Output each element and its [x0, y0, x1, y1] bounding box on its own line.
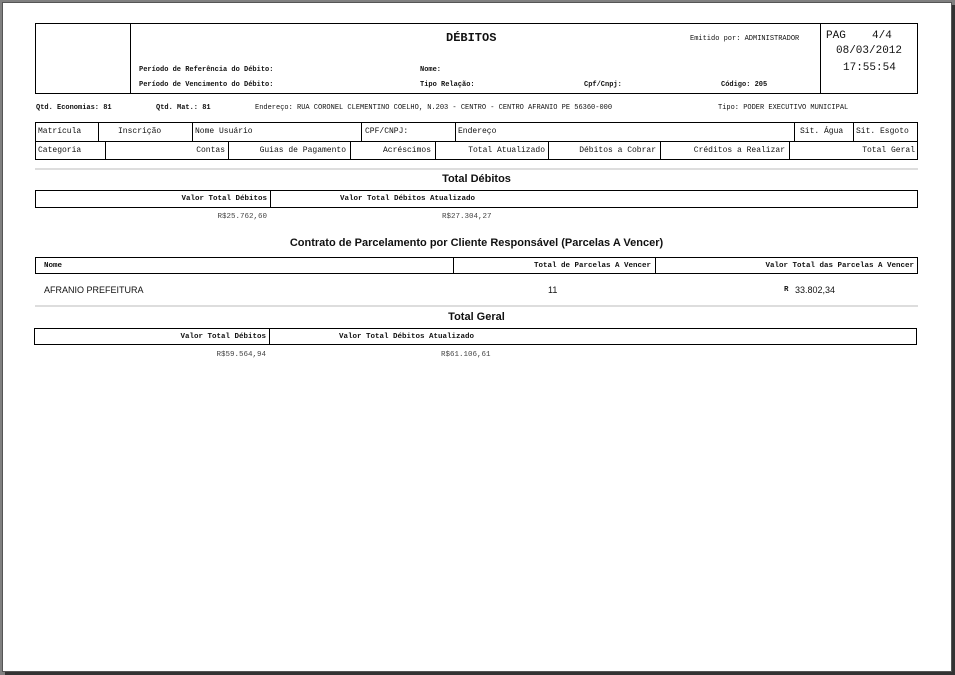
- divider: [270, 190, 271, 208]
- total-parcelas: 11: [548, 285, 558, 295]
- col-debitos-cobrar: Débitos a Cobrar: [579, 146, 656, 155]
- contrato-title: Contrato de Parcelamento por Cliente Res…: [289, 237, 664, 249]
- total-geral-title: Total Geral: [448, 311, 505, 323]
- report-date: 08/03/2012: [836, 45, 903, 57]
- geral-valor-atualizado-label: Valor Total Débitos Atualizado: [339, 333, 475, 341]
- col-valor-parcelas: Valor Total das Parcelas A Vencer: [765, 262, 914, 270]
- total-geral-header: [34, 328, 917, 345]
- tipo: Tipo: PODER EXECUTIVO MUNICIPAL: [718, 104, 849, 112]
- col-creditos-realizar: Créditos a Realizar: [693, 146, 785, 155]
- divider: [228, 141, 229, 160]
- col-endereco: Endereço: [458, 127, 497, 136]
- geral-valor-total: R$59.564,94: [216, 351, 266, 359]
- page-label: PAG: [826, 30, 846, 42]
- divider: [435, 141, 436, 160]
- divider: [98, 122, 99, 141]
- currency-symbol: R: [784, 286, 789, 294]
- col-nome: Nome: [44, 262, 63, 270]
- divider: [269, 328, 270, 345]
- col-inscricao: Inscrição: [118, 127, 162, 136]
- qtd-mat: Qtd. Mat.: 81: [156, 104, 211, 112]
- valor-total-debitos: R$25.762,60: [217, 213, 267, 221]
- logo: [40, 28, 125, 88]
- address: Endereço: RUA CORONEL CLEMENTINO COELHO,…: [255, 104, 613, 112]
- divider: [35, 141, 918, 142]
- page-number: 4/4: [872, 30, 892, 42]
- valor-atualizado-label: Valor Total Débitos Atualizado: [340, 195, 476, 203]
- divider: [820, 23, 821, 94]
- report-title: DÉBITOS: [446, 31, 497, 45]
- col-nome-usuario: Nome Usuário: [195, 127, 253, 136]
- col-sit-agua: Sit. Água: [800, 127, 844, 136]
- divider: [105, 141, 106, 160]
- divider: [453, 257, 454, 274]
- col-categoria: Categoria: [38, 146, 82, 155]
- divider: [853, 122, 854, 141]
- separator: [35, 305, 918, 307]
- divider: [455, 122, 456, 141]
- divider: [350, 141, 351, 160]
- divider: [548, 141, 549, 160]
- geral-valor-atualizado: R$61.106,61: [441, 351, 491, 359]
- col-guias: Guias de Pagamento: [259, 146, 346, 155]
- col-total-atualizado: Total Atualizado: [468, 146, 545, 155]
- col-contas: Contas: [196, 146, 225, 155]
- report-time: 17:55:54: [843, 62, 896, 74]
- col-total-geral: Total Geral: [862, 146, 915, 155]
- relation-type-label: Tipo Relação:: [420, 81, 475, 89]
- cliente-nome: AFRANIO PREFEITURA: [44, 285, 144, 295]
- valor-total-debitos-label: Valor Total Débitos: [181, 195, 267, 203]
- col-sit-esgoto: Sit. Esgoto: [856, 127, 909, 136]
- col-matricula: Matrícula: [38, 127, 82, 136]
- divider: [361, 122, 362, 141]
- divider: [130, 23, 131, 94]
- divider: [655, 257, 656, 274]
- emitted-by: Emitido por: ADMINISTRADOR: [690, 35, 800, 43]
- col-acrescimos: Acréscimos: [382, 146, 431, 155]
- valor-atualizado: R$27.304,27: [442, 213, 492, 221]
- divider: [789, 141, 790, 160]
- contrato-header: [35, 257, 918, 274]
- valor-parcelas: 33.802,34: [795, 285, 836, 295]
- total-debitos-title: Total Débitos: [442, 173, 511, 185]
- qtd-economias: Qtd. Economias: 81: [36, 104, 112, 112]
- geral-valor-total-label: Valor Total Débitos: [180, 333, 266, 341]
- name-label: Nome:: [420, 66, 442, 74]
- col-total-parcelas: Total de Parcelas A Vencer: [533, 262, 651, 270]
- divider: [660, 141, 661, 160]
- separator: [35, 168, 918, 170]
- cpf-cnpj-label: Cpf/Cnpj:: [584, 81, 622, 89]
- divider: [192, 122, 193, 141]
- report-header: [35, 23, 918, 94]
- divider: [794, 122, 795, 141]
- code-label: Código: 205: [721, 81, 768, 89]
- col-cpf-cnpj: CPF/CNPJ:: [365, 127, 409, 136]
- ref-period-label: Período de Referência do Débito:: [139, 66, 274, 74]
- due-period-label: Período de Vencimento do Débito:: [139, 81, 274, 89]
- total-debitos-header: [35, 190, 918, 208]
